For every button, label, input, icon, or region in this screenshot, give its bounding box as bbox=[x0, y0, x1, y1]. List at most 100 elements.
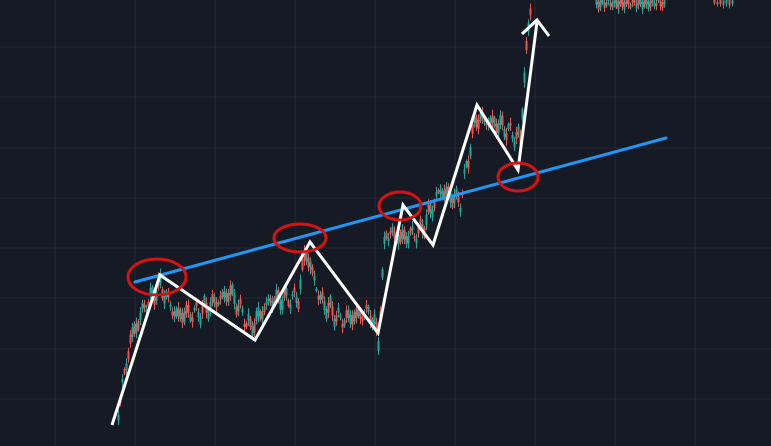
candle-body bbox=[639, 0, 642, 5]
candle-body bbox=[333, 318, 336, 327]
candle-body bbox=[417, 227, 420, 234]
candle-body bbox=[173, 311, 176, 318]
candle-body bbox=[651, 0, 654, 3]
candle-body bbox=[431, 209, 434, 218]
candle-body bbox=[199, 317, 202, 325]
candle-body bbox=[357, 308, 360, 317]
candle-body bbox=[313, 276, 316, 281]
candle-body bbox=[435, 192, 438, 196]
candle-body bbox=[209, 302, 212, 312]
candle-body bbox=[265, 301, 268, 306]
candle-body bbox=[367, 306, 370, 313]
candle-body bbox=[393, 231, 396, 239]
candle-body bbox=[429, 204, 432, 214]
candle-body bbox=[637, 0, 640, 6]
candle-body bbox=[219, 296, 222, 300]
candle-body bbox=[713, 0, 716, 4]
candle-body bbox=[151, 287, 154, 295]
candle-body bbox=[375, 321, 378, 332]
candle-body bbox=[125, 363, 128, 370]
candle-body bbox=[399, 232, 402, 243]
candle-body bbox=[716, 2, 719, 5]
candle-body bbox=[439, 189, 442, 195]
candle-body bbox=[611, 2, 614, 8]
candle-body bbox=[311, 267, 314, 274]
candle-body bbox=[483, 118, 486, 123]
candle-body bbox=[369, 315, 372, 323]
candle-body bbox=[507, 124, 510, 130]
candle-body bbox=[437, 189, 440, 193]
candle-body bbox=[607, 0, 610, 2]
candle-body bbox=[263, 306, 266, 312]
candle-body bbox=[467, 160, 470, 169]
candle-body bbox=[441, 191, 444, 198]
candle-body bbox=[275, 289, 278, 299]
candle-body bbox=[355, 308, 358, 318]
candle-body bbox=[731, 0, 734, 4]
candle-body bbox=[171, 311, 174, 316]
candle-body bbox=[623, 2, 626, 10]
candle-body bbox=[167, 293, 170, 298]
candle-body bbox=[383, 236, 386, 244]
candle-body bbox=[419, 219, 422, 228]
candle-body bbox=[635, 3, 638, 9]
candle-body bbox=[495, 123, 498, 134]
candle-body bbox=[149, 287, 152, 294]
candle-body bbox=[595, 0, 598, 5]
candle-body bbox=[279, 300, 282, 310]
arrow-head bbox=[520, 17, 551, 37]
candle-body bbox=[657, 0, 660, 2]
candle-body bbox=[191, 317, 194, 322]
candle-body bbox=[385, 232, 388, 238]
candle-body bbox=[117, 414, 120, 421]
candle-body bbox=[283, 289, 286, 299]
candle-body bbox=[329, 296, 332, 307]
candle-body bbox=[722, 0, 725, 6]
candle-body bbox=[409, 228, 412, 234]
candle-body bbox=[343, 320, 346, 326]
candle-body bbox=[413, 235, 416, 239]
candle-body bbox=[207, 309, 210, 320]
candle-body bbox=[521, 109, 524, 120]
candle-body bbox=[259, 311, 262, 320]
candle-body bbox=[141, 303, 144, 310]
candle-body bbox=[153, 295, 156, 305]
candle-body bbox=[627, 0, 630, 5]
candle-body bbox=[517, 126, 520, 135]
candle-body bbox=[377, 341, 380, 352]
candle-body bbox=[183, 311, 186, 322]
candle-body bbox=[225, 292, 228, 302]
candle-body bbox=[469, 146, 472, 156]
candle-body bbox=[249, 318, 252, 328]
candle-body bbox=[477, 119, 480, 129]
candle-body bbox=[179, 309, 182, 320]
candle-body bbox=[307, 258, 310, 267]
candle-body bbox=[243, 323, 246, 327]
zigzag-path bbox=[110, 21, 539, 426]
candle-body bbox=[241, 309, 244, 313]
candle-body bbox=[497, 123, 500, 134]
candle-body bbox=[503, 128, 506, 138]
candle-body bbox=[643, 0, 646, 8]
touch-circle bbox=[126, 257, 188, 297]
candle-body bbox=[491, 115, 494, 123]
candle-body bbox=[245, 322, 248, 328]
candle-body bbox=[647, 1, 650, 9]
candle-body bbox=[373, 314, 376, 324]
candle-body bbox=[269, 298, 272, 303]
candle-body bbox=[197, 312, 200, 318]
candle-body bbox=[235, 306, 238, 315]
candle-body bbox=[185, 304, 188, 314]
candle-body bbox=[415, 238, 418, 244]
candle-body bbox=[617, 1, 620, 10]
candle-body bbox=[391, 227, 394, 233]
candle-body bbox=[459, 207, 462, 212]
candle-body bbox=[457, 196, 460, 203]
candle-body bbox=[335, 315, 338, 322]
candle-body bbox=[255, 310, 258, 321]
candle-body bbox=[629, 4, 632, 8]
candle-body bbox=[247, 313, 250, 321]
